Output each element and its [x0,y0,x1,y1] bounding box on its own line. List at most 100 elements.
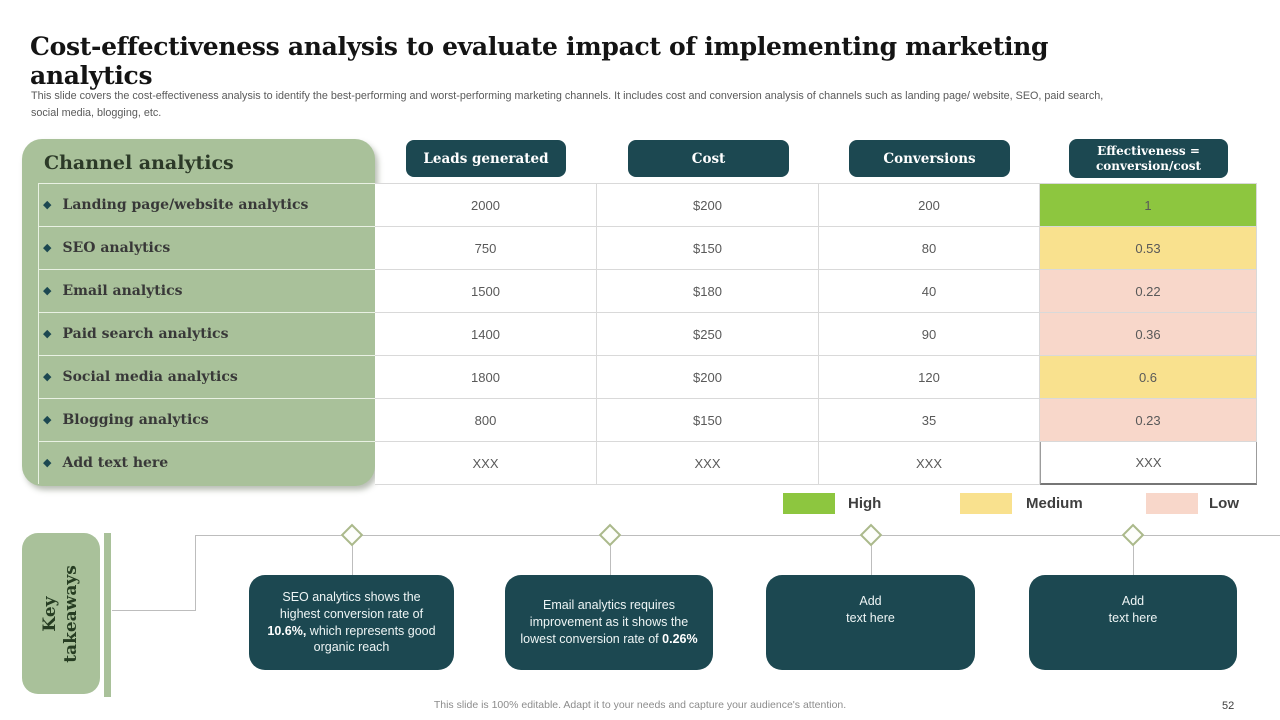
cost-cell: $150 [597,399,819,442]
effectiveness-cell-high: 1 [1040,184,1257,227]
channel-label: Landing page/website analytics [62,197,309,213]
placeholder-line2: text here [846,610,895,625]
cost-cell: $150 [597,227,819,270]
column-header-conversions: Conversions [849,140,1010,177]
channel-row-social-media: ◆ Social media analytics [39,355,376,398]
column-header-leads-generated: Leads generated [406,140,566,177]
connector-drop-line [871,535,872,575]
channel-row-placeholder[interactable]: ◆ Add text here [39,441,376,484]
diamond-marker-icon [1121,523,1145,547]
key-takeaways-label: Key takeaways [40,534,83,694]
conversions-cell-placeholder[interactable]: XXX [819,442,1040,485]
channel-analytics-title: Channel analytics [44,152,234,174]
diamond-bullet-icon: ◆ [43,456,52,469]
leads-cell: 1500 [375,270,597,313]
placeholder-line1: Add [1121,594,1145,608]
takeaway-box-placeholder-1[interactable]: Add text here [766,575,975,670]
cost-cell: $200 [597,356,819,399]
slide-description: This slide covers the cost-effectiveness… [31,88,1246,121]
connector-line [195,535,1280,536]
placeholder-line1: Add [859,594,882,608]
diamond-bullet-icon: ◆ [43,413,52,426]
takeaway-placeholder-text: Add text here [1109,593,1158,627]
leads-cell: 2000 [375,184,597,227]
channel-label: Social media analytics [62,369,238,385]
cost-cell: $250 [597,313,819,356]
connector-drop-line [352,535,353,575]
channel-label: Blogging analytics [62,412,209,428]
leads-cell: 1800 [375,356,597,399]
effectiveness-cell-medium: 0.53 [1040,227,1257,270]
leads-cell: 750 [375,227,597,270]
footer-note: This slide is 100% editable. Adapt it to… [433,699,847,711]
slide-description-line2: social media, blogging, etc. [31,106,162,119]
takeaway-text-bold: 10.6%, [267,623,307,638]
leads-cell: 800 [375,399,597,442]
takeaway-text-email: Email analytics requires improvement as … [519,597,699,648]
legend-label-high: High [848,495,882,512]
effectiveness-cell-low: 0.22 [1040,270,1257,313]
connector-line [112,610,195,611]
page-number: 52 [1222,700,1235,712]
channel-label: Add text here [62,455,169,471]
leads-cell-placeholder[interactable]: XXX [375,442,597,485]
legend-swatch-low [1146,493,1198,514]
key-takeaways-line1: Key [39,595,60,632]
effectiveness-cell-low: 0.23 [1040,399,1257,442]
diamond-bullet-icon: ◆ [43,370,52,383]
page-title: Cost-effectiveness analysis to evaluate … [30,32,1049,90]
effectiveness-cell-medium: 0.6 [1040,356,1257,399]
takeaway-box-seo: SEO analytics shows the highest conversi… [249,575,454,670]
channel-label: Email analytics [62,283,183,299]
legend-swatch-medium [960,493,1012,514]
leads-cell: 1400 [375,313,597,356]
effectiveness-cell-low: 0.36 [1040,313,1257,356]
channel-label: SEO analytics [62,240,171,256]
column-header-cost: Cost [628,140,789,177]
channel-row-seo: ◆ SEO analytics [39,226,376,269]
takeaway-placeholder-text: Add text here [846,593,895,627]
conversions-cell: 90 [819,313,1040,356]
diamond-marker-icon [598,523,622,547]
connector-line [195,535,196,611]
legend-swatch-high [783,493,835,514]
diamond-marker-icon [859,523,883,547]
key-takeaways-label-box: Key takeaways [22,533,100,694]
channel-row-email: ◆ Email analytics [39,269,376,312]
effectiveness-cell-placeholder[interactable]: XXX [1040,442,1257,485]
conversions-cell: 80 [819,227,1040,270]
takeaway-text-bold: 0.26% [662,631,698,646]
cost-cell: $180 [597,270,819,313]
conversions-cell: 35 [819,399,1040,442]
takeaway-text-before: Email analytics requires improvement as … [520,598,689,646]
conversions-cell: 40 [819,270,1040,313]
cost-cell-placeholder[interactable]: XXX [597,442,819,485]
diamond-bullet-icon: ◆ [43,241,52,254]
column-header-effectiveness: Effectiveness = conversion/cost [1069,139,1228,178]
conversions-cell: 120 [819,356,1040,399]
placeholder-line2: text here [1108,610,1158,625]
channel-row-blogging: ◆ Blogging analytics [39,398,376,441]
key-takeaways-line2: takeaways [61,564,81,663]
diamond-bullet-icon: ◆ [43,327,52,340]
channel-label: Paid search analytics [62,326,229,342]
takeaway-text-seo: SEO analytics shows the highest conversi… [263,589,440,657]
connector-drop-line [1133,535,1134,575]
channel-row-landing: ◆ Landing page/website analytics [39,183,376,226]
slide-description-line1: This slide covers the cost-effectiveness… [31,90,1104,102]
channel-row-paid-search: ◆ Paid search analytics [39,312,376,355]
channel-row-list: ◆ Landing page/website analytics ◆ SEO a… [38,183,376,484]
takeaway-box-placeholder-2[interactable]: Add text here [1029,575,1237,670]
legend-label-low: Low [1209,495,1239,512]
takeaway-text-before: SEO analytics shows the highest conversi… [279,589,424,621]
diamond-marker-icon [340,523,364,547]
key-takeaways-accent-bar [104,533,111,697]
column-header-effectiveness-line2: conversion/cost [1096,158,1201,173]
takeaway-box-email: Email analytics requires improvement as … [505,575,713,670]
diamond-bullet-icon: ◆ [43,198,52,211]
diamond-bullet-icon: ◆ [43,284,52,297]
conversions-cell: 200 [819,184,1040,227]
takeaway-text-after: which represents good organic reach [306,623,436,655]
connector-drop-line [610,535,611,575]
